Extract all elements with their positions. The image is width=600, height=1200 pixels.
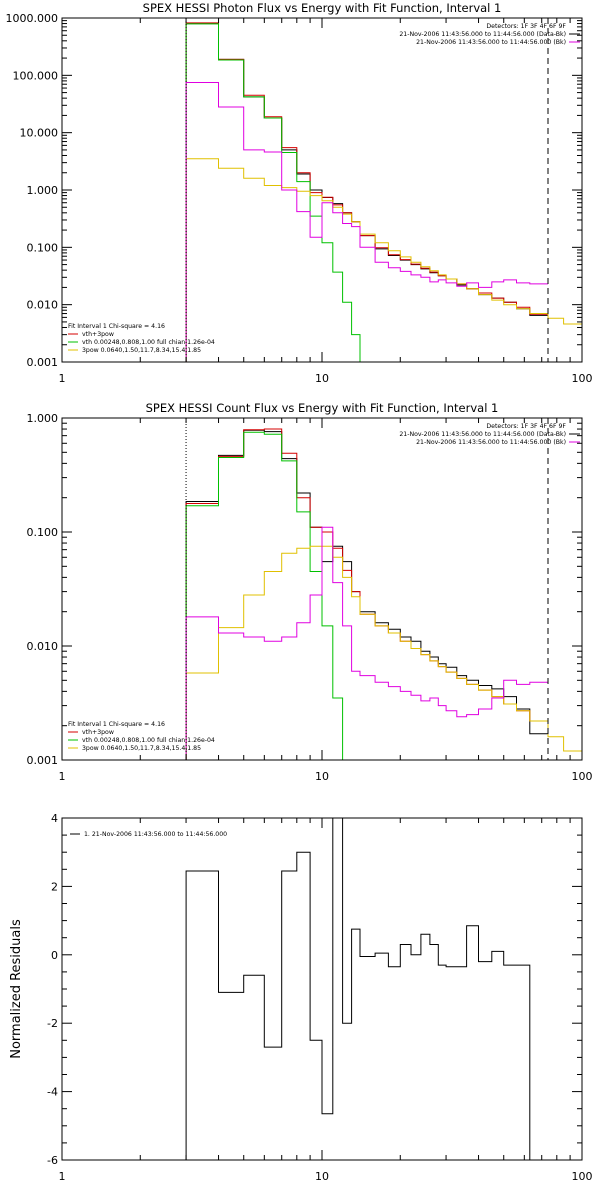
series-line-1 xyxy=(185,818,531,1160)
x-tick-label: 10 xyxy=(315,1170,329,1183)
series-line-3 xyxy=(185,431,352,760)
x-tick-label: 100 xyxy=(572,372,593,385)
series-group xyxy=(185,428,582,760)
series-line-5 xyxy=(185,82,548,362)
legend-header: Fit Interval 1 Chi-square = 4.16 xyxy=(68,323,165,330)
y-tick-label: -2 xyxy=(47,1017,58,1030)
y-tick-label: 0.010 xyxy=(27,640,59,653)
chart-title: SPEX HESSI Photon Flux vs Energy with Fi… xyxy=(143,1,502,15)
chart-title: SPEX HESSI Count Flux vs Energy with Fit… xyxy=(146,401,499,415)
annotation-text: 21-Nov-2006 11:43:56.000 to 11:44:56.000… xyxy=(416,39,566,46)
legend-label: 1. 21-Nov-2006 11:43:56.000 to 11:44:56.… xyxy=(84,831,227,838)
y-tick-label: 0.010 xyxy=(27,299,59,312)
legend-label: vth+3pow xyxy=(82,331,114,338)
x-tick-label: 100 xyxy=(572,1170,593,1183)
annotation-text: 21-Nov-2006 11:43:56.000 to 11:44:56.000… xyxy=(399,431,566,438)
y-tick-label: 1.000 xyxy=(27,412,59,425)
y-tick-label: 0.001 xyxy=(27,356,59,369)
y-tick-label: 0.001 xyxy=(27,754,59,767)
y-tick-label: 100.000 xyxy=(13,69,59,82)
x-tick-label: 100 xyxy=(572,770,593,783)
y-tick-label: -4 xyxy=(47,1086,58,1099)
x-tick-label: 1 xyxy=(59,1170,66,1183)
series-line-2 xyxy=(185,22,548,362)
y-tick-label: 1000.000 xyxy=(6,12,59,25)
series-line-2 xyxy=(185,428,548,760)
y-tick-label: 0 xyxy=(51,949,58,962)
annotation-text: Detectors: 1F 3F 4F 6F 9F xyxy=(486,23,566,30)
chart-2: SPEX HESSI Count Flux vs Energy with Fit… xyxy=(27,401,593,783)
y-tick-label: 2 xyxy=(51,880,58,893)
series-line-1 xyxy=(185,429,548,760)
legend-header: Fit Interval 1 Chi-square = 4.16 xyxy=(68,721,165,728)
y-tick-label: 0.100 xyxy=(27,526,59,539)
x-tick-label: 10 xyxy=(315,372,329,385)
series-group xyxy=(185,818,531,1160)
legend-label: vth 0.00248,0.808,1.00 full chian 1.26e-… xyxy=(82,339,215,346)
y-tick-label: 10.000 xyxy=(20,127,59,140)
annotation-text: Detectors: 1F 3F 4F 6F 9F xyxy=(486,423,566,430)
x-tick-label: 10 xyxy=(315,770,329,783)
y-axis-label: Normalized Residuals xyxy=(9,919,24,1059)
x-tick-label: 1 xyxy=(59,770,66,783)
series-group xyxy=(185,22,582,362)
chart-1: SPEX HESSI Photon Flux vs Energy with Fi… xyxy=(6,1,593,385)
legend-label: 3pow 0.0640,1.50,11.7,8.34,15.4,1.85 xyxy=(82,745,201,752)
series-line-3 xyxy=(185,23,376,362)
series-line-4 xyxy=(185,545,582,760)
annotation-text: 21-Nov-2006 11:43:56.000 to 11:44:56.000… xyxy=(399,31,566,38)
legend-label: 3pow 0.0640,1.50,11.7,8.34,15.4,1.85 xyxy=(82,347,201,354)
annotation-text: 21-Nov-2006 11:43:56.000 to 11:44:56.000… xyxy=(416,439,566,446)
x-tick-label: 1 xyxy=(59,372,66,385)
legend-label: vth+3pow xyxy=(82,729,114,736)
y-tick-label: 4 xyxy=(51,812,58,825)
series-line-1 xyxy=(185,23,548,362)
series-line-5 xyxy=(185,526,548,760)
legend-label: vth 0.00248,0.808,1.00 full chian 1.26e-… xyxy=(82,737,215,744)
chart-3: 1 10 100 4 2 0 -2 -4 -6 Normalized Residuals 1. 21… xyxy=(9,812,593,1183)
series-line-4 xyxy=(185,158,582,362)
y-tick-label: 0.100 xyxy=(27,241,59,254)
y-tick-label: 1.000 xyxy=(27,184,59,197)
y-tick-label: -6 xyxy=(47,1154,58,1167)
